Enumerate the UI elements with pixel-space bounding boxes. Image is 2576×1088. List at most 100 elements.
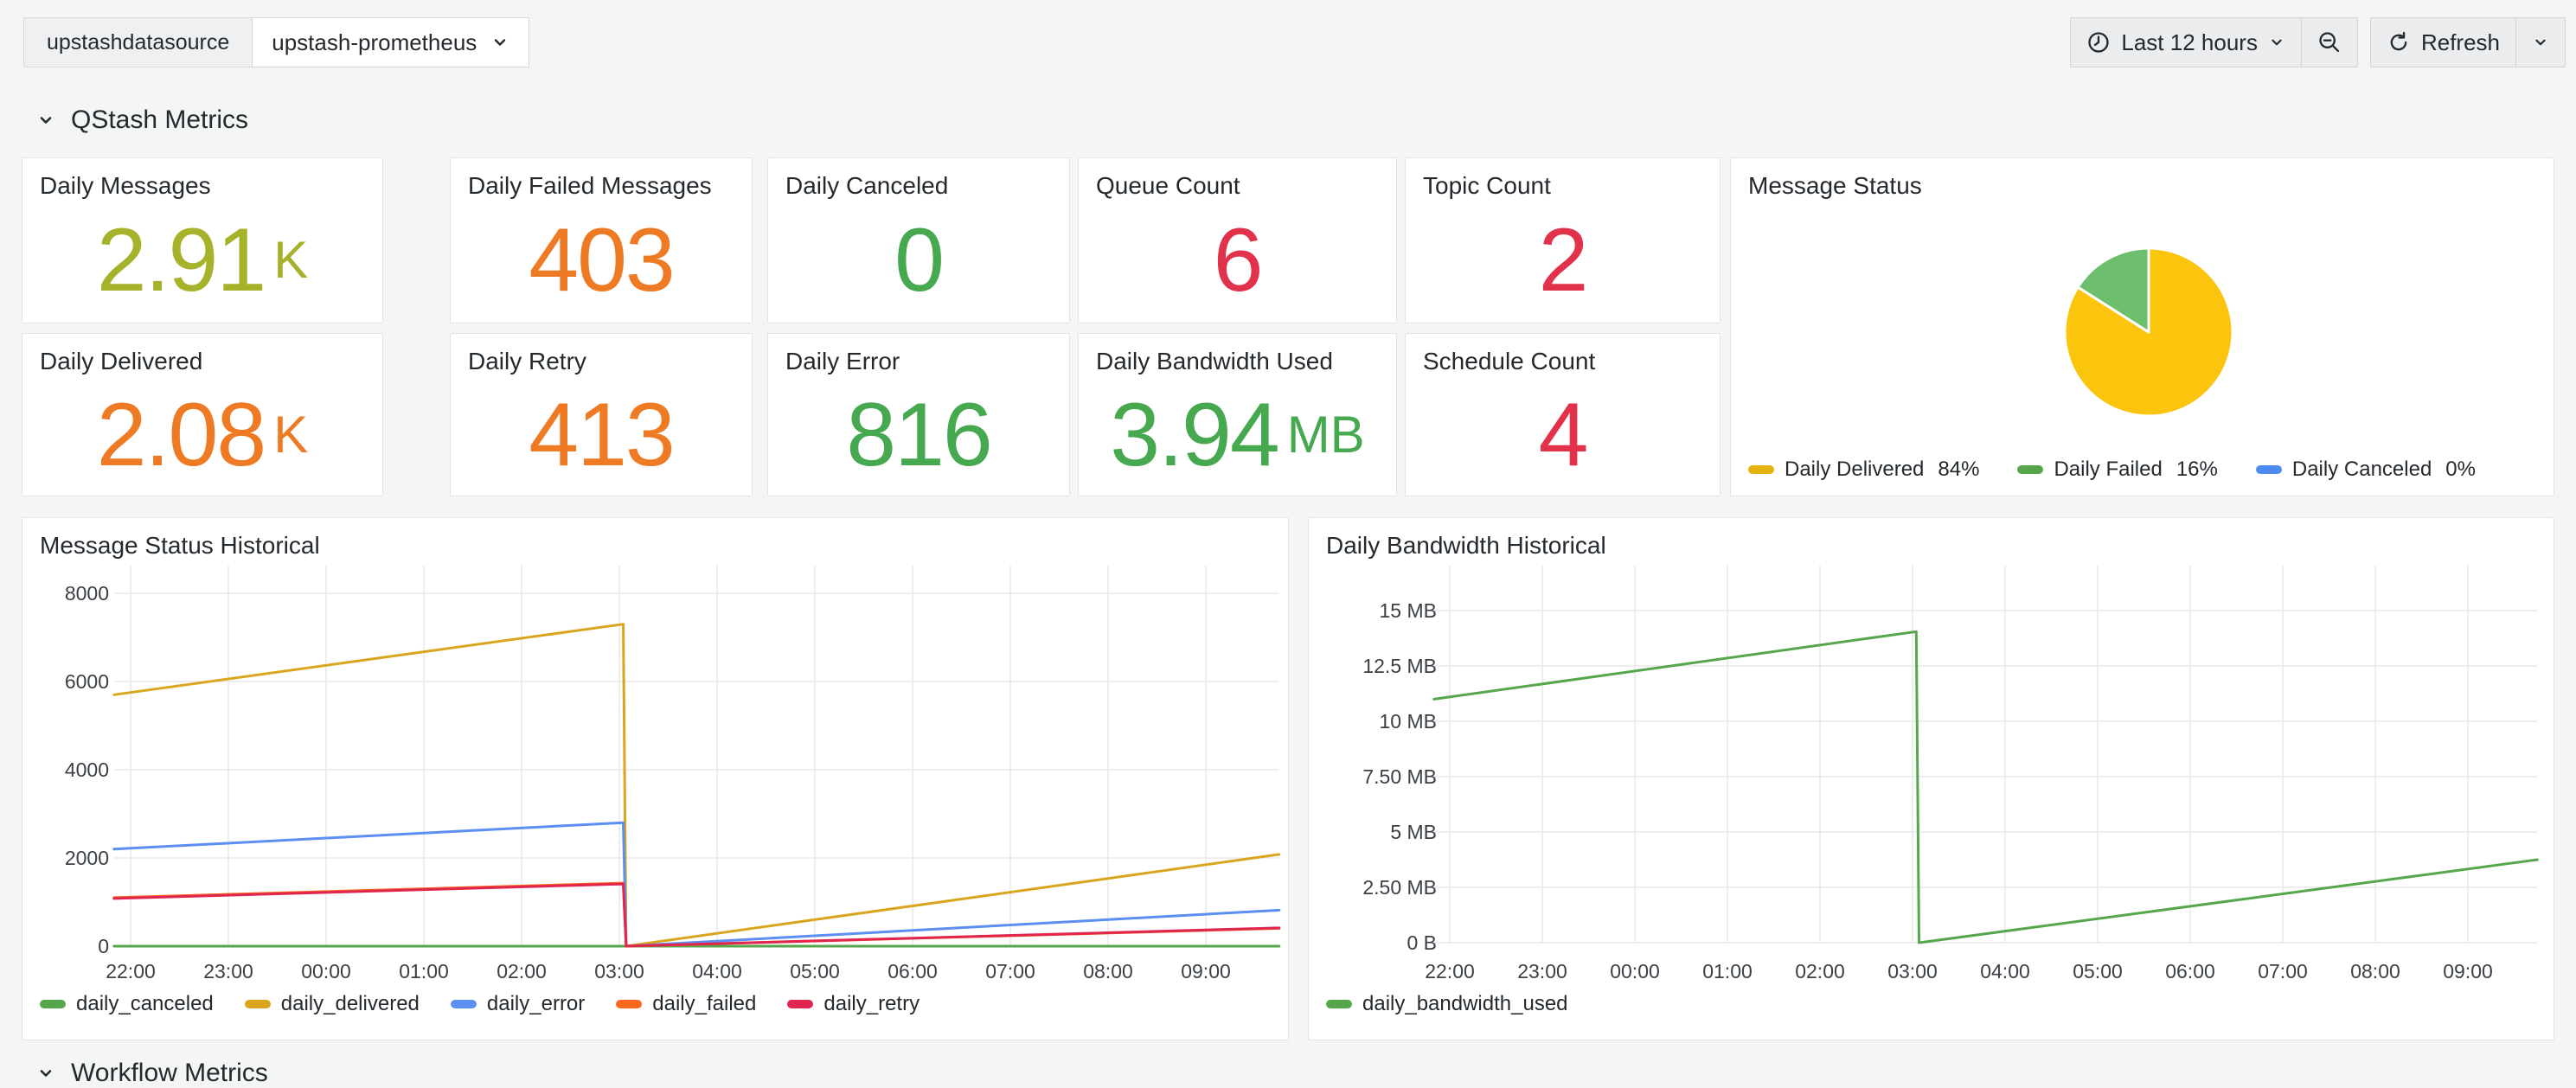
refresh-button[interactable]: Refresh — [2369, 17, 2516, 67]
y-tick-label: 5 MB — [1390, 821, 1437, 843]
datasource-picker[interactable]: upstash-prometheus — [252, 17, 530, 67]
x-tick-label: 09:00 — [2443, 960, 2493, 982]
x-tick-label: 23:00 — [203, 960, 253, 982]
x-tick-label: 06:00 — [2165, 960, 2215, 982]
y-tick-label: 4000 — [65, 758, 109, 781]
panel-message-status-historical: Message Status Historical 0 2000 4000 6000 8… — [22, 517, 1289, 1040]
message-status-historical-chart: 0 2000 4000 6000 8000 22:00 23:00 00:00 01:00 02:… — [65, 566, 1281, 982]
series-line-daily_retry — [112, 882, 1281, 948]
panel-title: Schedule Count — [1423, 348, 1596, 374]
stat-value: 0 — [894, 210, 945, 310]
stat-value: 2.08 K — [96, 384, 309, 485]
legend-item-daily_retry[interactable]: daily_retry — [787, 992, 920, 1016]
x-tick-label: 05:00 — [790, 960, 840, 982]
section-title: QStash Metrics — [71, 106, 249, 134]
datasource-control: upstashdatasource upstash-prometheus — [23, 17, 530, 67]
x-tick-label: 00:00 — [1610, 960, 1660, 982]
stat-panel-daily-canceled: Daily Canceled 0 — [767, 157, 1070, 323]
legend-item-daily-delivered[interactable]: Daily Delivered 84% — [1748, 458, 1979, 482]
legend-item-daily_delivered[interactable]: daily_delivered — [244, 992, 420, 1016]
refresh-interval-dropdown[interactable] — [2515, 17, 2566, 67]
legend-item-daily_error[interactable]: daily_error — [450, 992, 585, 1016]
panel-title: Message Status Historical — [40, 532, 320, 559]
series-line-daily_bandwidth_used — [1432, 630, 2539, 944]
x-tick-label: 23:00 — [1517, 960, 1567, 982]
x-tick-label: 04:00 — [1980, 960, 2030, 982]
legend-dash-icon — [40, 1000, 66, 1008]
chevron-down-icon — [40, 117, 52, 124]
y-tick-label: 7.50 MB — [1362, 765, 1437, 788]
legend-dash-icon — [2017, 465, 2044, 474]
time-range-picker[interactable]: Last 12 hours — [2070, 17, 2302, 67]
y-tick-label: 0 B — [1407, 931, 1437, 954]
legend-label: daily_failed — [652, 992, 757, 1015]
x-tick-label: 04:00 — [692, 960, 742, 982]
x-tick-label: 06:00 — [888, 960, 938, 982]
y-tick-label: 15 MB — [1380, 599, 1437, 622]
stat-panel-queue-count: Queue Count 6 — [1078, 157, 1397, 323]
y-tick-label: 10 MB — [1380, 710, 1437, 733]
legend-label: daily_bandwidth_used — [1362, 992, 1568, 1015]
time-range-label: Last 12 hours — [2121, 29, 2258, 55]
legend-dash-icon — [1326, 1000, 1352, 1008]
x-tick-label: 08:00 — [1083, 960, 1133, 982]
stat-panel-daily-retry: Daily Retry 413 — [450, 333, 753, 496]
timeseries-legend: daily_canceled daily_delivered daily_error… — [40, 992, 920, 1016]
panel-title: Daily Retry — [468, 348, 586, 374]
stat-value: 2.91 K — [96, 210, 309, 310]
legend-label: Daily Delivered — [1785, 458, 1925, 481]
stat-panel-topic-count: Topic Count 2 — [1405, 157, 1721, 323]
section-header-qstash-metrics[interactable]: QStash Metrics — [36, 106, 248, 135]
stat-value: 413 — [529, 384, 676, 485]
y-tick-label: 2.50 MB — [1362, 876, 1437, 899]
timeseries-legend: daily_bandwidth_used — [1326, 992, 1568, 1016]
x-tick-label: 02:00 — [1795, 960, 1845, 982]
y-tick-label: 0 — [98, 935, 109, 957]
panel-title: Topic Count — [1423, 172, 1551, 199]
x-tick-label: 09:00 — [1181, 960, 1231, 982]
x-tick-label: 22:00 — [106, 960, 156, 982]
toolbar: upstashdatasource upstash-prometheus Las… — [0, 0, 2576, 83]
panel-title: Daily Error — [785, 348, 900, 374]
legend-item-daily_bandwidth_used[interactable]: daily_bandwidth_used — [1326, 992, 1568, 1016]
stat-value: 3.94 MB — [1110, 384, 1365, 485]
x-tick-label: 05:00 — [2073, 960, 2123, 982]
x-tick-label: 01:00 — [1702, 960, 1753, 982]
legend-item-daily_failed[interactable]: daily_failed — [616, 992, 756, 1016]
legend-dash-icon — [450, 1000, 477, 1008]
datasource-label: upstashdatasource — [23, 17, 253, 67]
panel-title: Daily Failed Messages — [468, 172, 712, 199]
y-tick-label: 12.5 MB — [1362, 655, 1437, 677]
panel-title: Daily Bandwidth Used — [1096, 348, 1333, 374]
legend-label: Daily Failed — [2054, 458, 2163, 481]
panel-title: Daily Messages — [40, 172, 211, 199]
legend-item-daily_canceled[interactable]: daily_canceled — [40, 992, 214, 1016]
clock-icon — [2088, 32, 2110, 53]
zoom-out-button[interactable] — [2300, 17, 2358, 67]
legend-value: 84% — [1938, 458, 1980, 481]
x-tick-label: 08:00 — [2350, 960, 2400, 982]
refresh-icon — [2390, 31, 2407, 51]
stat-value: 6 — [1213, 210, 1264, 310]
legend-label: daily_retry — [823, 992, 920, 1015]
x-tick-label: 03:00 — [594, 960, 644, 982]
stat-panel-daily-bandwidth-used: Daily Bandwidth Used 3.94 MB — [1078, 333, 1397, 496]
legend-dash-icon — [1748, 465, 1774, 474]
pie-slice-daily-failed — [2076, 246, 2150, 334]
stat-panel-daily-error: Daily Error 816 — [767, 333, 1070, 496]
stat-value: 403 — [529, 210, 676, 310]
legend-dash-icon — [787, 1000, 814, 1008]
section-header-workflow-metrics[interactable]: Workflow Metrics — [36, 1059, 268, 1088]
pie-slice-daily-delivered — [2063, 246, 2234, 418]
stat-panel-daily-failed-messages: Daily Failed Messages 403 — [450, 157, 753, 323]
stat-panel-daily-delivered: Daily Delivered 2.08 K — [22, 333, 383, 496]
legend-value: 0% — [2445, 458, 2476, 481]
toolbar-right: Last 12 hours Refresh — [2070, 17, 2566, 67]
legend-dash-icon — [244, 1000, 271, 1008]
legend-item-daily-canceled[interactable]: Daily Canceled 0% — [2255, 458, 2476, 482]
panel-title: Queue Count — [1096, 172, 1240, 199]
legend-value: 16% — [2176, 458, 2218, 481]
legend-item-daily-failed[interactable]: Daily Failed 16% — [2017, 458, 2218, 482]
y-tick-label: 6000 — [65, 670, 109, 693]
chevron-down-icon — [2535, 39, 2546, 46]
